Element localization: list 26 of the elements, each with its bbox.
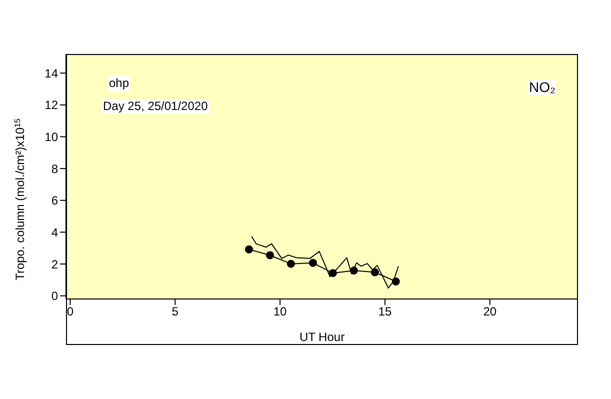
point [266,251,274,260]
y-tick-label: 14 [44,66,58,80]
y-tick-label: 2 [51,257,58,272]
point [308,258,317,267]
x-axis-title: UT Hour [299,330,345,344]
point [370,268,379,276]
x-tick-label: 20 [483,304,497,319]
point [244,245,253,254]
annotation: Day 25, 25/01/2020 [102,99,209,114]
annotation: NO₂ [528,79,556,95]
point [328,269,337,278]
y-tick-label: 12 [44,98,58,112]
y-tick-label: 8 [51,162,58,176]
line-series [251,236,400,289]
x-tick-label: 0 [66,304,74,319]
point [350,266,358,275]
x-tick-label: 10 [273,304,288,319]
y-tick-label: 6 [51,194,58,208]
x-tick-label: 5 [172,304,179,319]
y-tick-label: 4 [51,225,58,240]
annotation: ohp [108,76,130,91]
x-tick-label: 15 [378,304,392,319]
point [392,278,400,286]
point [286,260,295,268]
y-tick-label: 0 [51,289,58,304]
y-tick-label: 10 [44,130,58,144]
